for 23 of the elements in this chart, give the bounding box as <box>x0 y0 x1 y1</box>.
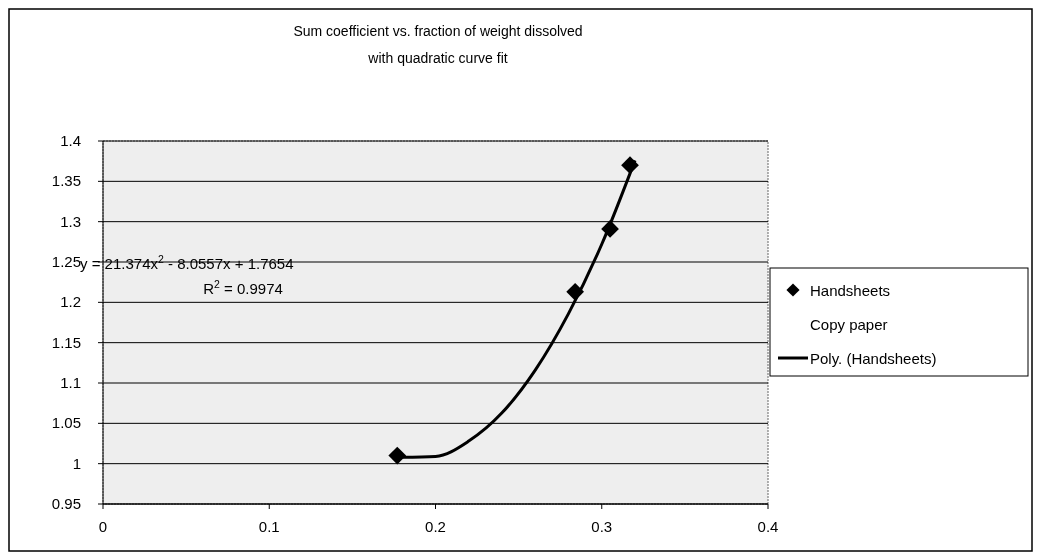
point <box>388 446 407 465</box>
x-tick-label: 0 <box>98 518 108 535</box>
x-tick-label: 0.2 <box>425 518 446 535</box>
y-tick-label: 1.1 <box>60 374 81 391</box>
y-tick-label: 1.2 <box>60 293 81 311</box>
y-tick-label: 1 <box>72 454 81 472</box>
legend-label: Handsheets <box>810 282 891 299</box>
y-tick-label: 1.35 <box>51 172 81 190</box>
x-tick-label: 0.4 <box>757 518 779 535</box>
legend-label: Poly. (Handsheets) <box>810 350 937 367</box>
chart-subtitle: with quadratic curve fit <box>367 50 508 66</box>
y-tick-label: 0.95 <box>51 495 81 512</box>
x-tick-label: 0.3 <box>591 518 613 535</box>
chart-title: Sum coefficient vs. fraction of weight dissolved <box>293 23 583 39</box>
y-tick-label: 1.15 <box>51 333 81 351</box>
y-tick-label: 1.4 <box>60 132 81 149</box>
x-tick-label: 0.1 <box>258 518 280 535</box>
y-tick-label: 1.05 <box>51 414 81 432</box>
annotation: R$^{2}$ = 0.9974 <box>203 278 283 297</box>
y-tick-label: 1.3 <box>60 212 81 230</box>
y-tick-label: 1.25 <box>51 253 81 270</box>
annotation: y = 21.374x$^{2}$ - 8.0557x + 1.7654 <box>80 253 294 272</box>
text: Copy paper <box>810 316 888 333</box>
